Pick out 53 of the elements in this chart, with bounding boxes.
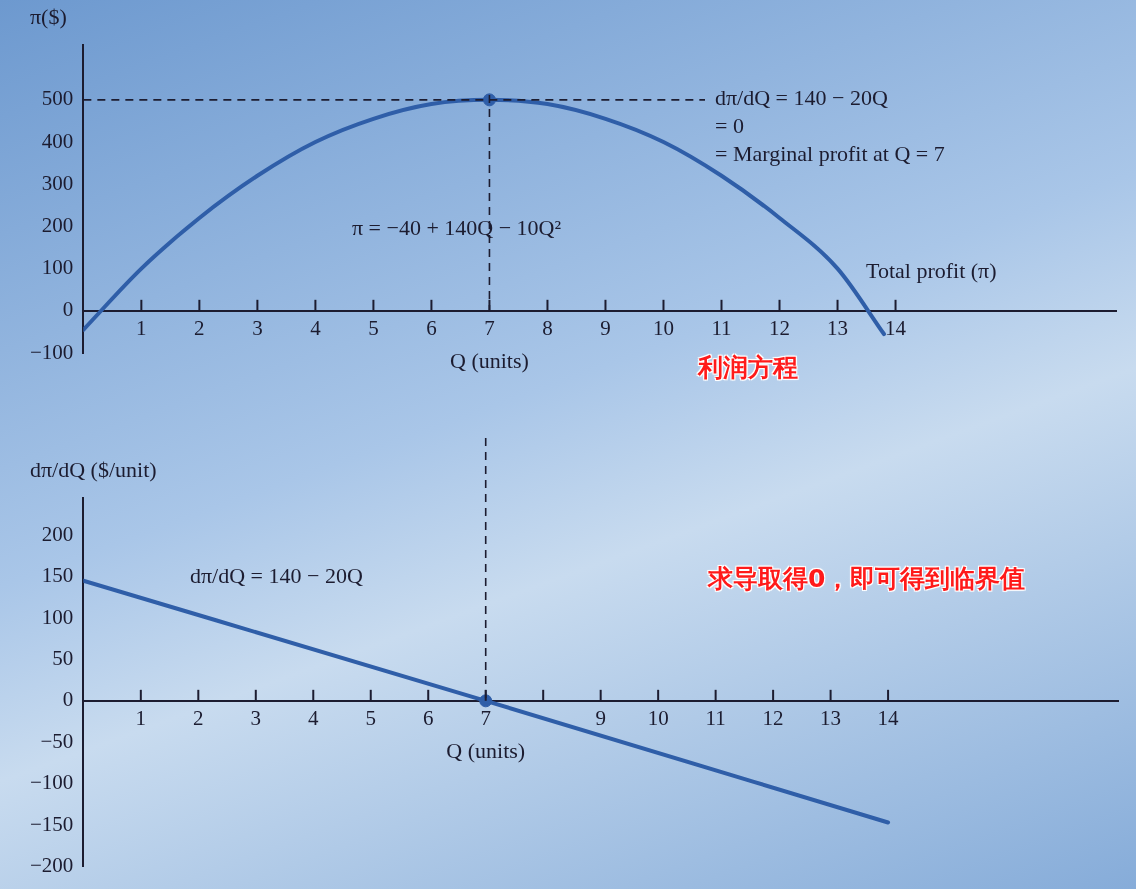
x-tick-label: 10 (652, 315, 674, 340)
x-tick-label: 6 (422, 705, 434, 730)
x-tick-label: 13 (820, 705, 842, 730)
annotation: 求导取得0，即可得到临界值 (708, 563, 1026, 595)
y-tick-label: 100 (41, 604, 74, 629)
x-tick-label: 2 (193, 705, 204, 730)
annotation: π = −40 + 140Q − 10Q² (352, 214, 562, 242)
x-tick-label: 7 (484, 315, 495, 340)
x-axis-title: Q (units) (450, 347, 529, 373)
y-tick-label: −100 (30, 339, 74, 364)
y-tick-label: 50 (52, 645, 74, 670)
x-tick-label: 9 (595, 705, 606, 730)
x-tick-label: 6 (426, 315, 437, 340)
y-tick-label: 400 (41, 128, 74, 153)
y-tick-label: −50 (40, 728, 74, 753)
y-tick-label: 0 (62, 297, 74, 322)
x-axis-title: Q (units) (446, 737, 526, 763)
x-tick-label: 12 (769, 315, 791, 340)
x-tick-label: 4 (308, 705, 320, 730)
x-tick-label: 3 (252, 315, 263, 340)
x-tick-label: 11 (705, 705, 726, 730)
y-tick-label: 500 (41, 86, 74, 111)
y-axis-title: π($) (30, 3, 67, 29)
x-tick-label: 13 (827, 315, 849, 340)
x-tick-label: 10 (647, 705, 669, 730)
y-tick-label: −150 (30, 811, 74, 836)
x-tick-label: 11 (711, 315, 732, 340)
x-tick-label: 12 (762, 705, 784, 730)
annotation: dπ/dQ = 140 − 20Q = 0 = Marginal profit at Q = 7 (715, 84, 945, 168)
y-tick-label: 0 (62, 687, 74, 712)
y-tick-label: 200 (41, 521, 74, 546)
y-axis-title: dπ/dQ ($/unit) (30, 456, 157, 482)
x-tick-label: 14 (877, 705, 900, 730)
x-tick-label: 1 (135, 705, 147, 730)
y-tick-label: −100 (30, 770, 74, 795)
annotation: dπ/dQ = 140 − 20Q (190, 562, 363, 590)
y-tick-label: 200 (41, 212, 74, 237)
x-tick-label: 1 (136, 315, 147, 340)
y-tick-label: −200 (30, 852, 74, 877)
y-tick-label: 100 (41, 255, 74, 280)
x-tick-label: 4 (310, 315, 322, 340)
x-tick-label: 5 (368, 315, 379, 340)
annotation: 利润方程 (698, 352, 798, 384)
x-tick-label: 7 (480, 705, 491, 730)
x-tick-label: 5 (365, 705, 376, 730)
x-tick-label: 2 (194, 315, 205, 340)
annotation: Total profit (π) (866, 257, 997, 285)
x-tick-label: 8 (542, 315, 553, 340)
y-tick-label: 150 (41, 563, 74, 588)
y-tick-label: 300 (41, 170, 74, 195)
x-tick-label: 9 (600, 315, 611, 340)
x-tick-label: 14 (885, 315, 907, 340)
x-tick-label: 3 (250, 705, 262, 730)
